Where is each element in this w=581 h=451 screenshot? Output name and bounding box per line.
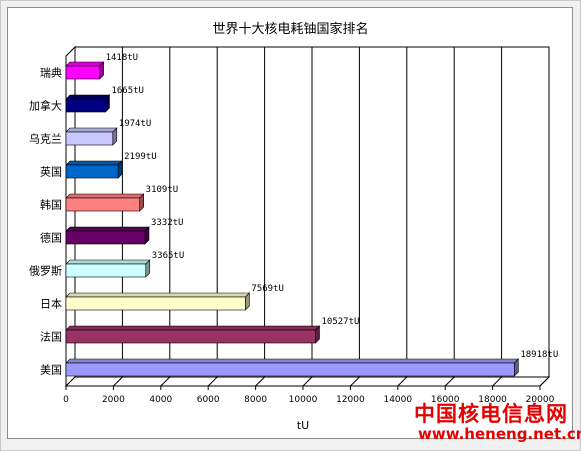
x-tick-label-12000: 12000 — [336, 395, 365, 405]
floor-gridline-2000 — [113, 376, 123, 387]
bar-7 — [65, 263, 147, 278]
data-label-3: 1974tU — [119, 119, 152, 129]
x-tick-label-16000: 16000 — [431, 395, 460, 405]
x-tick-label-14000: 14000 — [383, 395, 412, 405]
bar-top-9 — [65, 325, 321, 331]
x-tick-label-20000: 20000 — [526, 395, 555, 405]
category-label-6: 德国 — [40, 231, 62, 245]
floor-gridline-8000 — [255, 376, 265, 387]
x-tick-label-8000: 8000 — [244, 395, 267, 405]
data-label-4: 2199tU — [124, 152, 157, 162]
floor-gridline-10000 — [302, 376, 313, 387]
x-tick-label-18000: 18000 — [478, 395, 507, 405]
category-label-5: 韩国 — [40, 198, 62, 212]
category-label-9: 法国 — [40, 330, 62, 344]
watermark-site-name: 中国核电信息网 — [414, 402, 568, 426]
data-label-1: 1418tU — [106, 53, 139, 63]
category-label-4: 英国 — [40, 165, 62, 179]
watermark-url: www.heneng.net.cn — [418, 425, 581, 443]
bar-1 — [65, 65, 100, 80]
bar-top-2 — [65, 94, 111, 100]
x-tick-label-4000: 4000 — [149, 395, 172, 405]
category-label-2: 加拿大 — [29, 99, 62, 113]
bar-top-3 — [65, 127, 118, 133]
bar-top-6 — [65, 226, 150, 232]
floor-gridline-6000 — [207, 376, 218, 387]
category-label-8: 日本 — [40, 297, 62, 311]
data-label-6: 3332tU — [151, 218, 184, 228]
floor-gridline-14000 — [397, 376, 408, 387]
bar-3 — [65, 131, 114, 146]
bar-6 — [65, 230, 146, 245]
bar-5 — [65, 197, 140, 212]
bar-2 — [65, 98, 106, 113]
data-label-2: 1665tU — [111, 86, 144, 96]
bar-10 — [65, 362, 515, 377]
data-label-7: 3365tU — [152, 251, 185, 261]
x-tick-label-6000: 6000 — [197, 395, 220, 405]
data-label-9: 10527tU — [321, 317, 359, 327]
bar-top-4 — [65, 160, 123, 166]
category-label-7: 俄罗斯 — [29, 265, 62, 278]
category-label-3: 乌克兰 — [29, 132, 62, 146]
data-label-5: 3109tU — [146, 185, 179, 195]
floor-gridline-16000 — [444, 376, 455, 387]
chart-title: 世界十大核电耗铀国家排名 — [212, 22, 369, 37]
data-label-10: 18918tU — [520, 350, 558, 360]
x-axis-title: tU — [297, 419, 309, 432]
bar-9 — [65, 329, 316, 344]
floor-gridline-12000 — [350, 376, 360, 387]
floor-gridline-18000 — [492, 376, 502, 387]
category-label-1: 瑞典 — [40, 66, 62, 80]
bar-top-1 — [65, 61, 105, 67]
bar-top-10 — [65, 358, 520, 364]
bar-top-8 — [65, 292, 251, 298]
bar-top-7 — [65, 259, 151, 265]
floor-gridline-20000 — [539, 376, 550, 387]
data-label-8: 7569tU — [251, 284, 284, 294]
x-tick-label-0: 0 — [63, 395, 69, 405]
category-label-10: 美国 — [40, 364, 62, 377]
bar-top-5 — [65, 193, 145, 199]
bar-8 — [65, 296, 246, 311]
floor-gridline-4000 — [160, 376, 171, 387]
x-tick-label-10000: 10000 — [289, 395, 318, 405]
x-tick-label-2000: 2000 — [102, 395, 125, 405]
bar-4 — [65, 164, 119, 179]
